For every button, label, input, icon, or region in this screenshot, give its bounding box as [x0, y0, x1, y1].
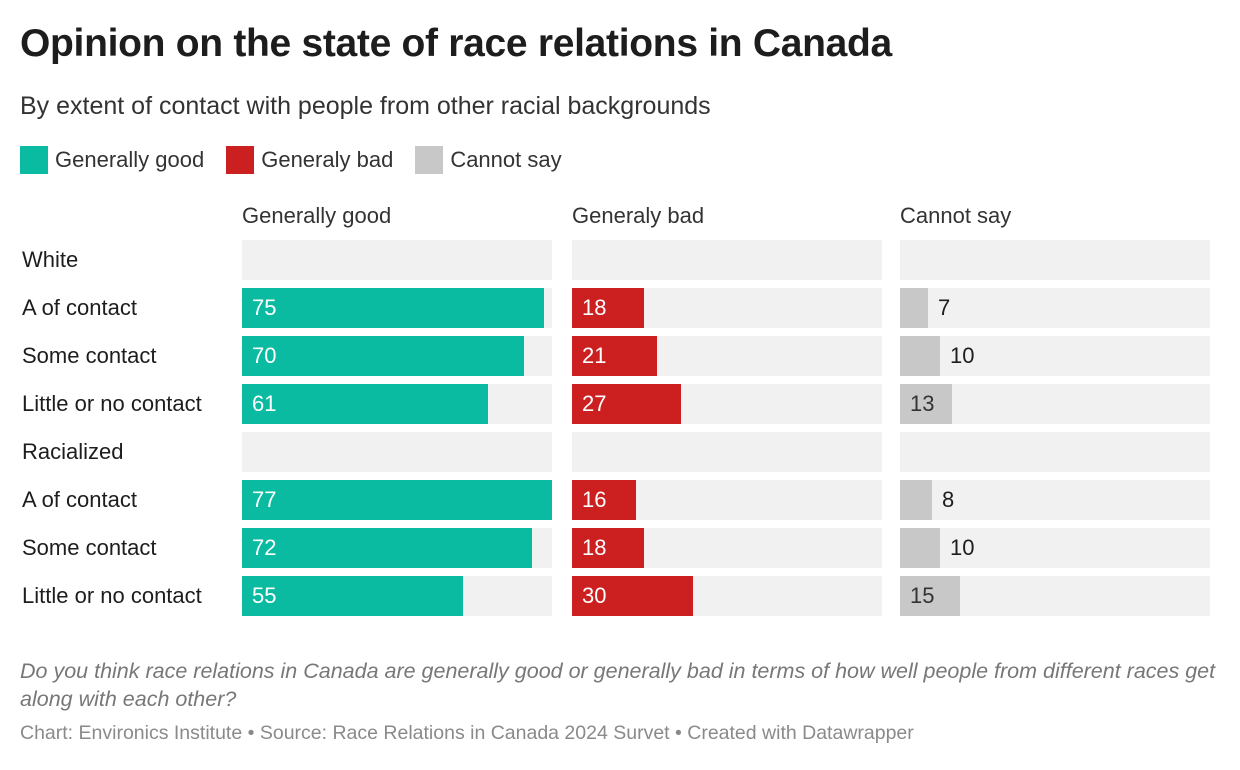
value-label: 30: [582, 583, 607, 608]
bar-cannot-say: [900, 576, 960, 616]
bar-good: [242, 384, 488, 424]
value-label: 18: [582, 535, 607, 560]
legend-item-good: Generally good: [20, 146, 204, 174]
bar-track: 16: [572, 480, 882, 520]
row-label: A of contact: [22, 295, 137, 320]
bar-track: 72: [242, 528, 552, 568]
group-label: Racialized: [22, 439, 124, 464]
bar-track: 10: [900, 336, 1210, 376]
column-header-good: Generally good: [242, 203, 392, 228]
bar-bad: [572, 528, 644, 568]
bar-track: 77: [242, 480, 552, 520]
legend-item-bad: Generaly bad: [226, 146, 393, 174]
bar-track: 27: [572, 384, 882, 424]
bar-good: [242, 288, 544, 328]
bar-track: 18: [572, 528, 882, 568]
bar-cannot-say: [900, 384, 952, 424]
legend-swatch-good: [20, 146, 48, 174]
bar-track: 21: [572, 336, 882, 376]
group-label: White: [22, 247, 79, 272]
bar-cannot-say: [900, 528, 940, 568]
bar-track: 70: [242, 336, 552, 376]
bar-track: [900, 432, 1210, 472]
chart-title: Opinion on the state of race relations i…: [20, 22, 892, 65]
value-label: 75: [252, 295, 277, 320]
bar-good: [242, 480, 552, 520]
value-label: 72: [252, 535, 277, 560]
bar-track: [572, 240, 882, 280]
bar-bad: [572, 336, 657, 376]
bar-track: [900, 240, 1210, 280]
legend: Generally good Generaly bad Cannot say: [20, 146, 584, 174]
value-label: 10: [950, 343, 975, 368]
bar-bad: [572, 480, 636, 520]
bar-track: 10: [900, 528, 1210, 568]
value-label: 61: [252, 391, 277, 416]
value-label: 15: [910, 583, 935, 608]
bar-track: 8: [900, 480, 1210, 520]
bar-bad: [572, 384, 681, 424]
chart-footer: Chart: Environics Institute • Source: Ra…: [20, 722, 914, 744]
value-label: 10: [950, 535, 975, 560]
value-label: 21: [582, 343, 607, 368]
legend-label-good: Generally good: [55, 147, 205, 172]
bar-bad: [572, 576, 693, 616]
bar-track: 61: [242, 384, 552, 424]
bar-good: [242, 576, 463, 616]
value-label: 13: [910, 391, 935, 416]
column-header-bad: Generaly bad: [572, 203, 705, 228]
bar-track: 55: [242, 576, 552, 616]
bar-track: 15: [900, 576, 1210, 616]
value-label: 18: [582, 295, 607, 320]
legend-label-cannot-say: Cannot say: [450, 147, 562, 172]
row-label: Little or no contact: [22, 583, 202, 608]
bar-track: [242, 432, 552, 472]
bar-track: 7: [900, 288, 1210, 328]
value-label: 7: [938, 295, 951, 320]
value-label: 55: [252, 583, 277, 608]
legend-swatch-bad: [226, 146, 255, 174]
legend-item-cannot-say: Cannot say: [415, 146, 562, 174]
question-note: Do you think race relations in Canada ar…: [20, 659, 1216, 711]
row-label: A of contact: [22, 487, 137, 512]
bar-track: [242, 240, 552, 280]
value-label: 70: [252, 343, 277, 368]
value-label: 16: [582, 487, 607, 512]
bar-cannot-say: [900, 288, 928, 328]
bar-good: [242, 528, 532, 568]
bar-track: 18: [572, 288, 882, 328]
bar-cannot-say: [900, 480, 932, 520]
column-header-cannot-say: Cannot say: [900, 203, 1012, 228]
value-label: 77: [252, 487, 277, 512]
legend-label-bad: Generaly bad: [261, 147, 394, 172]
chart-subtitle: By extent of contact with people from ot…: [20, 92, 711, 120]
bar-track: 75: [242, 288, 552, 328]
row-label: Some contact: [22, 343, 157, 368]
bar-track: [572, 432, 882, 472]
bar-cannot-say: [900, 336, 940, 376]
value-label: 8: [942, 487, 955, 512]
row-label: Some contact: [22, 535, 157, 560]
legend-swatch-cannot-say: [415, 146, 444, 174]
bar-track: 30: [572, 576, 882, 616]
value-label: 27: [582, 391, 607, 416]
bar-good: [242, 336, 524, 376]
row-label: Little or no contact: [22, 391, 202, 416]
bar-bad: [572, 288, 644, 328]
bar-track: 13: [900, 384, 1210, 424]
